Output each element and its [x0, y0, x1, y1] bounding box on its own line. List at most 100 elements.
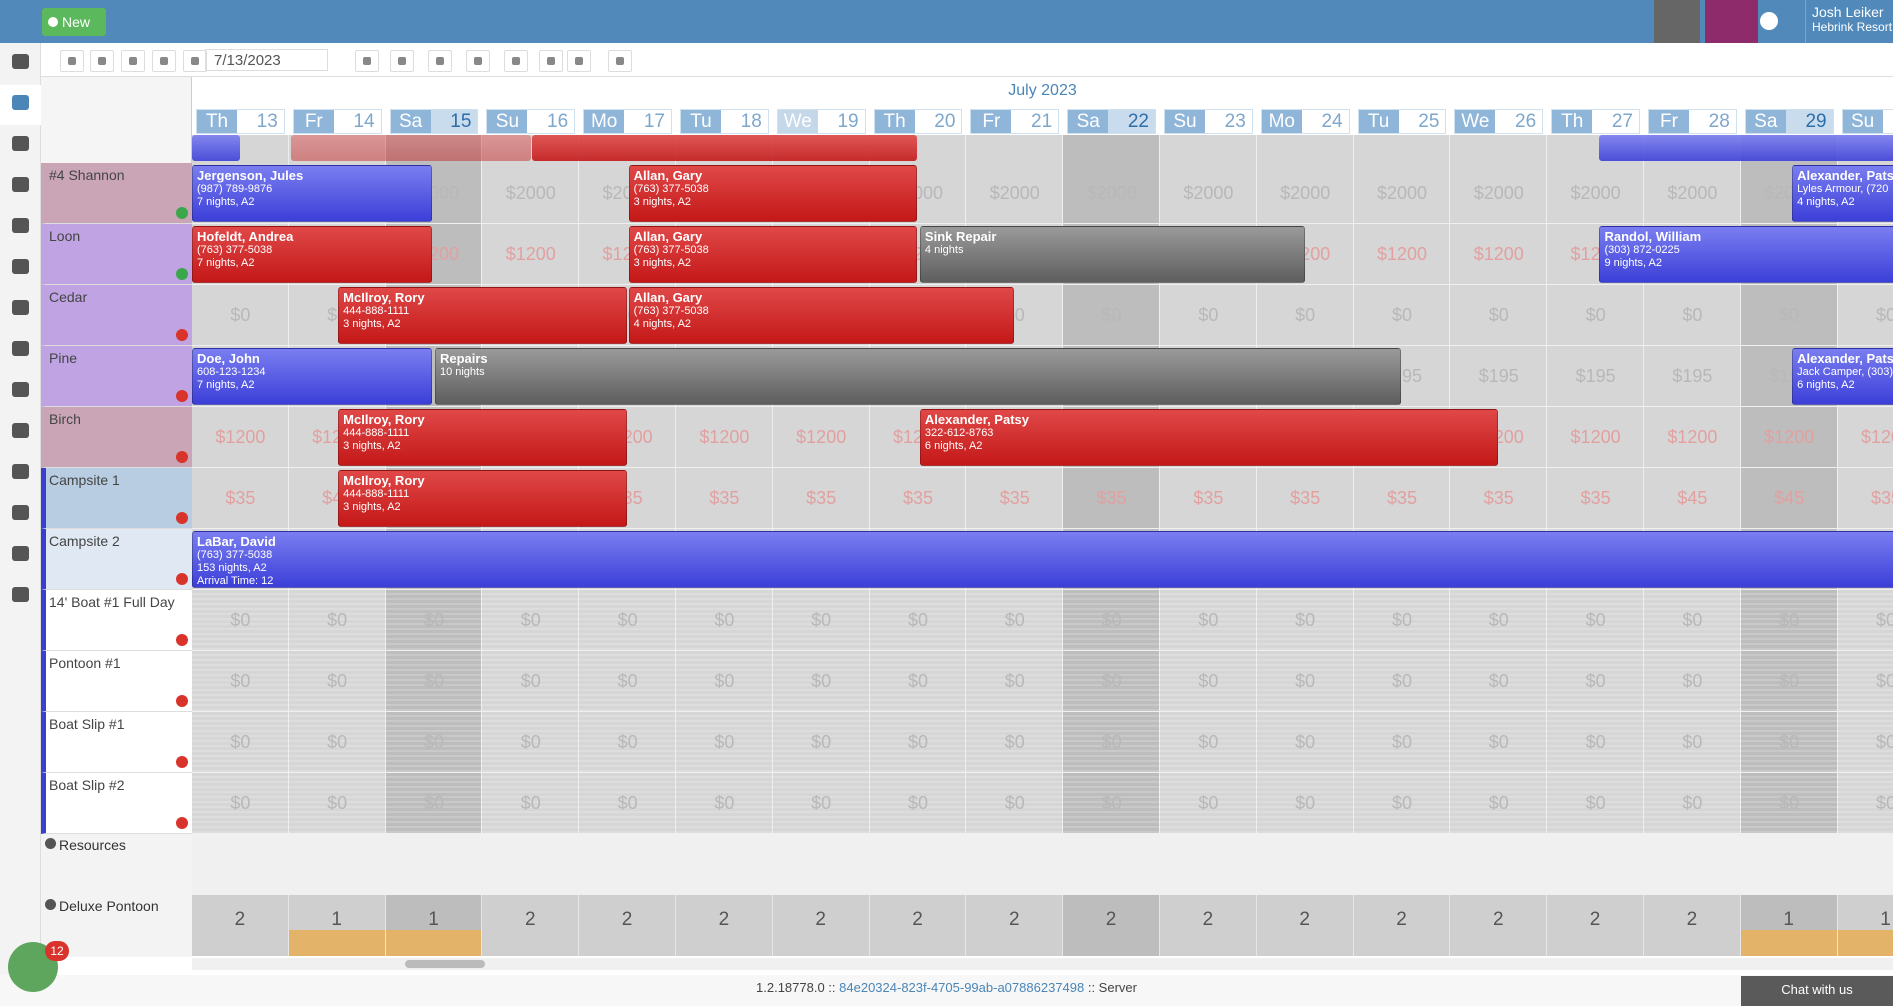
nav-icon[interactable]	[12, 54, 29, 69]
price: $1200	[1473, 244, 1524, 264]
day-header[interactable]: Fr 28	[1648, 109, 1737, 134]
row-label[interactable]: Campsite 2	[41, 529, 192, 590]
new-button[interactable]: New	[42, 8, 106, 36]
calendar-grid: Th 13 Fr 14 Sa 15 Su 16 Mo 17 Tu 18 We 19 Th 20 Fr 21 Sa 22…	[192, 107, 1893, 957]
toolbar-button[interactable]	[121, 50, 145, 72]
nav-icon[interactable]	[12, 259, 29, 274]
user-menu[interactable]: Josh Leiker Hebrink Resort	[1805, 0, 1893, 43]
day-header[interactable]: Th 27	[1551, 109, 1640, 134]
row-label[interactable]: Boat Slip #2	[41, 773, 192, 834]
help-menu[interactable]	[1760, 12, 1778, 30]
day-header[interactable]: Th 13	[196, 109, 285, 134]
nav-icon[interactable]	[12, 95, 29, 110]
build-id[interactable]: 84e20324-823f-4705-99ab-a07886237498	[839, 980, 1085, 995]
scroll-thumb[interactable]	[405, 960, 485, 968]
toolbar-button[interactable]	[504, 50, 528, 72]
booking[interactable]: Jergenson, Jules (987) 789-9876 7 nights, …	[192, 165, 433, 222]
section-label[interactable]: Resources	[41, 834, 192, 895]
toolbar-button[interactable]	[60, 50, 84, 72]
nav-icon[interactable]	[12, 300, 29, 315]
nav-icon[interactable]	[12, 136, 29, 151]
price: $0	[617, 732, 638, 752]
booking[interactable]: McIlroy, Rory 444-888-1111 3 nights, A2	[338, 409, 627, 466]
toolbar-button[interactable]	[183, 50, 207, 72]
booking[interactable]: Repairs 10 nights	[434, 348, 1402, 405]
row-label[interactable]: Campsite 1	[41, 468, 192, 529]
row-label[interactable]: Pontoon #1	[41, 651, 192, 712]
booking[interactable]: Hofeldt, Andrea (763) 377-5038 7 nights, A…	[192, 226, 433, 283]
nav-icon[interactable]	[12, 382, 29, 397]
day-header[interactable]: Tu 25	[1357, 109, 1447, 134]
booking[interactable]: Randol, William (303) 872-0225 9 nights, A…	[1599, 226, 1893, 283]
day-header[interactable]: Mo 24	[1260, 109, 1350, 134]
nav-icon[interactable]	[12, 505, 29, 520]
booking[interactable]: Doe, John 608-123-1234 7 nights, A2	[192, 348, 433, 405]
availability-cell: 2	[676, 895, 773, 956]
date-input[interactable]: 7/13/2023	[205, 49, 328, 71]
nav-icon[interactable]	[12, 546, 29, 561]
day-header[interactable]: Su 16	[486, 109, 576, 134]
price: $0	[520, 793, 541, 813]
booking[interactable]: Alexander, Patsy 322-612-8763 6 nights, A2	[919, 409, 1498, 466]
section-label[interactable]: 16' Fishing Boat	[41, 956, 192, 957]
toolbar-button[interactable]	[152, 50, 176, 72]
day-header[interactable]: Tu 18	[680, 109, 769, 134]
row-label[interactable]: Birch	[41, 407, 192, 468]
day-header[interactable]: Su 23	[1164, 109, 1253, 134]
booking[interactable]: LaBar, David (763) 377-5038 153 nights, A2…	[192, 531, 1893, 588]
row-label[interactable]: Loon	[41, 224, 192, 285]
toolbar-button[interactable]	[428, 50, 452, 72]
nav-icon[interactable]	[12, 587, 29, 602]
day-header[interactable]: We 26	[1454, 109, 1544, 134]
day-header[interactable]: Sa 15	[389, 109, 479, 134]
toolbar-button[interactable]	[567, 50, 591, 72]
price: $2000	[1473, 183, 1524, 203]
price: $35	[1870, 488, 1893, 508]
booking[interactable]: Sink Repair 4 nights	[919, 226, 1306, 283]
row-label[interactable]: Boat Slip #1	[41, 712, 192, 773]
row-label[interactable]: Cedar	[41, 285, 192, 346]
row-label[interactable]: 14' Boat #1 Full Day	[41, 590, 192, 651]
day-of-week: Sa	[1068, 110, 1109, 133]
toolbar-button[interactable]	[90, 50, 114, 72]
day-of-week: Sa	[1745, 110, 1786, 133]
nav-icon[interactable]	[12, 464, 29, 479]
booking[interactable]: Allan, Gary (763) 377-5038 3 nights, A2	[628, 226, 918, 283]
day-header[interactable]: Fr 14	[292, 109, 382, 134]
booking-detail: 10 nights	[439, 366, 485, 378]
price: $0	[1779, 793, 1800, 813]
day-header[interactable]: Mo 17	[583, 109, 672, 134]
day-header[interactable]: Sa 22	[1067, 109, 1156, 134]
day-header[interactable]: Sa 29	[1744, 109, 1834, 134]
toolbar-button[interactable]	[390, 50, 414, 72]
scrollbar[interactable]	[192, 958, 1893, 970]
price: $0	[811, 732, 832, 752]
alert-button[interactable]	[1654, 0, 1700, 43]
booking[interactable]: McIlroy, Rory 444-888-1111 3 nights, A2	[338, 287, 627, 344]
row-label[interactable]: Pine	[41, 346, 192, 407]
booking[interactable]: Allan, Gary (763) 377-5038 4 nights, A2	[628, 287, 1014, 344]
day-header[interactable]: Fr 21	[970, 109, 1060, 134]
day-of-week: Tu	[1358, 110, 1399, 133]
chat-button[interactable]: Chat with us	[1741, 976, 1893, 1006]
nav-icon[interactable]	[12, 177, 29, 192]
toolbar-button[interactable]	[466, 50, 490, 72]
price: $0	[1295, 671, 1316, 691]
nav-icon[interactable]	[12, 341, 29, 356]
day-header[interactable]: Th 20	[873, 109, 963, 134]
notifications-button[interactable]	[1705, 0, 1758, 43]
row-label[interactable]: #4 Shannon	[41, 163, 192, 224]
toolbar-button[interactable]	[539, 50, 563, 72]
booking[interactable]: McIlroy, Rory 444-888-1111 3 nights, A2	[338, 470, 627, 527]
low-availability	[288, 930, 385, 956]
day-header[interactable]: We 19	[776, 109, 866, 134]
booking[interactable]: Alexander, Patsy Jack Camper, (303) 6 nigh…	[1792, 348, 1893, 405]
day-header[interactable]: Su30	[1841, 109, 1893, 134]
toolbar-button[interactable]	[608, 50, 632, 72]
booking-detail: 4 nights, A2	[1797, 196, 1855, 208]
nav-icon[interactable]	[12, 218, 29, 233]
booking[interactable]: Alexander, Patsy Lyles Armour, (720 4 nigh…	[1792, 165, 1893, 222]
nav-icon[interactable]	[12, 423, 29, 438]
booking[interactable]: Allan, Gary (763) 377-5038 3 nights, A2	[628, 165, 918, 222]
toolbar-button[interactable]	[355, 50, 379, 72]
